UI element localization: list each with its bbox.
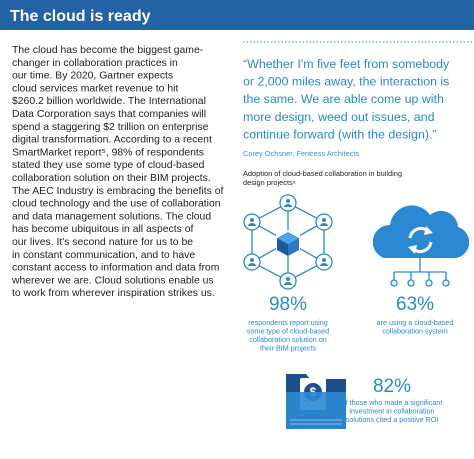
stats-heading: design projects⁶ — [243, 178, 296, 187]
body-line: changer in collaboration practices in — [12, 58, 178, 69]
stats-heading: Adoption of cloud-based collaboration in… — [243, 169, 402, 178]
stat-caption: investment in collaboration — [349, 407, 434, 416]
body-line: cloud services market revenue to hit — [12, 83, 178, 94]
body-line: collaboration solution on their BIM proj… — [12, 173, 211, 184]
cloud-icon — [372, 205, 470, 287]
body-line: The AEC Industry is embracing the benefi… — [12, 186, 223, 197]
stat-value: 82% — [373, 376, 411, 397]
body-line: has become ubiquitous in all aspects of — [12, 224, 193, 235]
body-line: wherever we are. Cloud solutions enable … — [11, 275, 214, 286]
body-line: our time. By 2020, Gartner expects — [12, 71, 173, 82]
stat-caption: are using a cloud-based — [377, 318, 454, 327]
body-line: The cloud has become the biggest game- — [12, 45, 203, 56]
folder-icon: $ — [286, 374, 346, 429]
body-line: $260.2 billion worldwide. The Internatio… — [12, 96, 206, 107]
body-line: spend a staggering $2 trillion on enterp… — [12, 122, 209, 133]
body-line: cloud technology and the use of collabor… — [12, 199, 221, 210]
body-line: and data management solutions. The cloud — [12, 211, 211, 222]
body-line: digital transformation. According to a r… — [12, 135, 212, 146]
header-bar — [0, 0, 474, 30]
quote-line: more design, weed out issues, and — [243, 110, 435, 124]
stat-caption: respondents report using — [248, 318, 328, 327]
body-line: Data Corporation says that companies wil… — [12, 109, 206, 120]
body-line: stated they use some type of cloud-based — [12, 160, 205, 171]
stat-caption: collaboration system — [382, 327, 448, 336]
stat-caption: solutions cited a positive ROI — [346, 415, 439, 424]
body-line: SmartMarket report⁵, 98% of respondents — [12, 147, 204, 158]
stat-caption: their BIM projects — [260, 344, 316, 353]
quote-line: the same. We are able come up with — [243, 92, 444, 106]
stat-caption: some type of cloud-based — [247, 327, 329, 336]
body-line: constant access to information and data … — [12, 263, 219, 274]
header-title: The cloud is ready — [10, 8, 151, 25]
quote-line: continue forward (with the design).” — [243, 127, 437, 141]
body-line: our lives. It's second nature for us to … — [12, 237, 193, 248]
stat-value: 98% — [269, 294, 307, 315]
stat-caption: collaboration solution on — [249, 335, 327, 344]
stat-value: 63% — [396, 294, 434, 315]
stat-caption: of those who made a significant — [342, 398, 443, 407]
network-icon — [243, 194, 333, 290]
quote-line: or 2,000 miles away, the interaction is — [243, 75, 449, 89]
quote-attribution: Corey Ochsner, Fentress Architects — [243, 149, 360, 158]
body-line: to work from wherever inspiration strike… — [12, 288, 215, 299]
quote-line: “Whether I'm five feet from somebody — [243, 57, 450, 71]
body-line: in constant communication, and to have — [12, 250, 195, 261]
